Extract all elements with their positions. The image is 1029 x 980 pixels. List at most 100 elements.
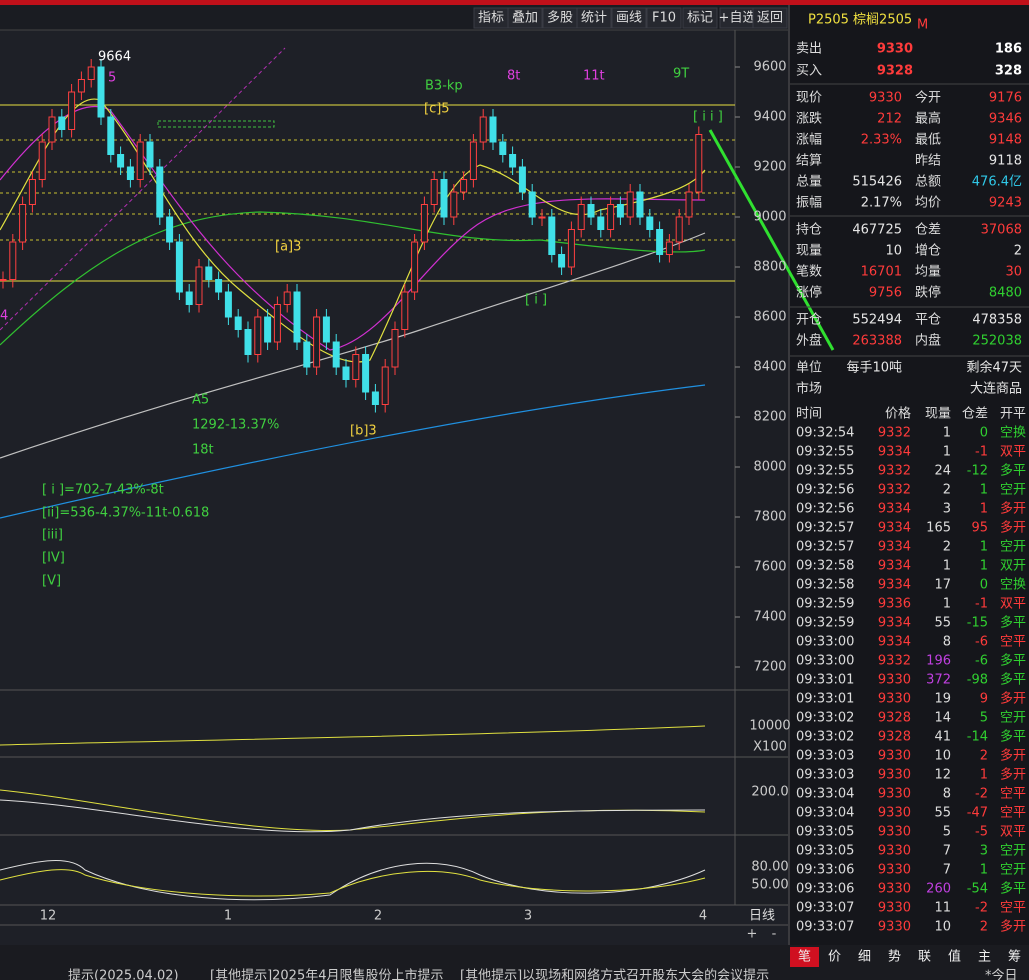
trade-cell: 09:32:57 [796, 521, 854, 536]
tab[interactable] [820, 947, 849, 967]
tab[interactable] [850, 947, 879, 967]
tab-label[interactable]: 筹 [1008, 949, 1021, 965]
candle [381, 366, 389, 405]
quote-value: 2 [1014, 244, 1022, 259]
trade-cell: 09:33:03 [796, 749, 854, 764]
tab[interactable] [1000, 947, 1029, 967]
toolbar-button[interactable] [646, 7, 682, 29]
quote-value: 515426 [852, 175, 902, 190]
toolbar-button[interactable] [682, 7, 718, 29]
trade-cell: 空开 [1000, 863, 1026, 878]
trade-cell: 空开 [1000, 844, 1026, 859]
toolbar-label[interactable]: 标记 [687, 11, 713, 26]
trade-cell: -54 [967, 882, 988, 897]
trade-cell: 空平 [1000, 901, 1026, 916]
tab-label[interactable]: 笔 [798, 949, 811, 965]
tab-label[interactable]: 值 [948, 949, 961, 965]
annotation: [V] [42, 574, 61, 589]
candle [136, 141, 144, 180]
trade-cell: 多开 [1000, 501, 1026, 517]
quote-label: 外盘 [796, 333, 822, 349]
candle [587, 204, 595, 218]
trade-cell: 09:32:55 [796, 445, 854, 460]
tab[interactable] [880, 947, 909, 967]
trade-cell: 9334 [878, 502, 911, 517]
top-bar [0, 0, 1029, 5]
toolbar-label[interactable]: +自选 [719, 11, 756, 26]
candle [107, 116, 115, 155]
candle [77, 79, 85, 93]
toolbar-button[interactable] [752, 7, 788, 29]
period[interactable]: 日线 [749, 909, 775, 924]
trade-cell: 1 [943, 445, 951, 460]
trade-cell: 9330 [878, 844, 911, 859]
guides [0, 139, 735, 241]
candle [665, 241, 673, 255]
candle [126, 166, 134, 180]
quote-label: 均量 [915, 265, 941, 280]
tab[interactable] [790, 947, 819, 967]
trade-cell: 95 [971, 521, 988, 536]
trade-cell: 9330 [878, 901, 911, 916]
toolbar-button[interactable] [576, 7, 612, 29]
candle [362, 354, 370, 393]
zoom-in[interactable]: + [747, 927, 758, 942]
trade-cell: 19 [934, 692, 951, 707]
annotation: [ i ]=702-7.43%-8t [42, 483, 164, 498]
trade-cell: 空平 [1000, 635, 1026, 650]
book-label: 卖出 [796, 42, 822, 57]
trade-cell: 09:32:58 [796, 578, 854, 593]
trade-cell: -47 [967, 806, 988, 821]
trade-cell: 双平 [1000, 825, 1026, 840]
tab-label[interactable]: 主 [978, 950, 991, 965]
quote-label: 市场 [796, 381, 822, 397]
tab[interactable] [910, 947, 939, 967]
tab-label[interactable]: 价 [828, 950, 841, 965]
toolbar-label[interactable]: 叠加 [512, 11, 538, 26]
toolbar-button[interactable] [611, 7, 647, 29]
trade-cell: -98 [967, 673, 988, 688]
candle [430, 179, 438, 205]
tab[interactable] [940, 947, 969, 967]
toolbar-label[interactable]: 画线 [616, 11, 642, 26]
quote-label: 最低 [915, 133, 941, 148]
quote-value: 9176 [989, 91, 1022, 106]
quote-value: 大连商品 [970, 381, 1022, 397]
chart-controls: + - [747, 927, 777, 942]
trade-cell: 多开 [1000, 919, 1026, 935]
annotation: 1292-13.37% [192, 418, 279, 433]
toolbar-button[interactable] [507, 7, 543, 29]
trade-cell: 9330 [878, 806, 911, 821]
tab-label[interactable]: 势 [888, 949, 901, 965]
toolbar-label[interactable]: F10 [652, 11, 676, 26]
toolbar-label[interactable]: 多股 [547, 10, 573, 26]
zoom-out[interactable]: - [772, 927, 777, 942]
toolbar-label[interactable]: 返回 [757, 11, 783, 26]
quote-value: 9346 [989, 112, 1022, 127]
trade-cell: -14 [967, 730, 988, 745]
toolbar-label[interactable]: 指标 [478, 11, 504, 26]
trade-cell: 多平 [1000, 653, 1026, 669]
trade-cell: 9330 [878, 787, 911, 802]
tab[interactable] [970, 947, 999, 967]
candle [469, 141, 477, 180]
trade-cell: 11 [934, 901, 951, 916]
tab-label[interactable]: 联 [918, 950, 931, 965]
candle [479, 116, 487, 143]
trade-cell: 7 [943, 863, 951, 878]
candle [283, 291, 291, 305]
trade-cell: 多平 [1000, 615, 1026, 631]
candle [293, 291, 301, 343]
trade-cell: 1 [943, 597, 951, 612]
candle [371, 391, 379, 405]
quote-value: 263388 [852, 334, 902, 349]
quote-label: 持仓 [796, 223, 822, 238]
trade-cell: 09:33:04 [796, 787, 854, 802]
y-tick-label: 8000 [753, 460, 786, 475]
y-tick-label: 9600 [753, 60, 786, 75]
tab-label[interactable]: 细 [858, 950, 871, 965]
trade-cell: -6 [975, 635, 988, 650]
trades-header: 价格 [885, 406, 911, 422]
toolbar-label[interactable]: 统计 [581, 11, 607, 26]
trade-cell: 09:33:07 [796, 920, 854, 935]
